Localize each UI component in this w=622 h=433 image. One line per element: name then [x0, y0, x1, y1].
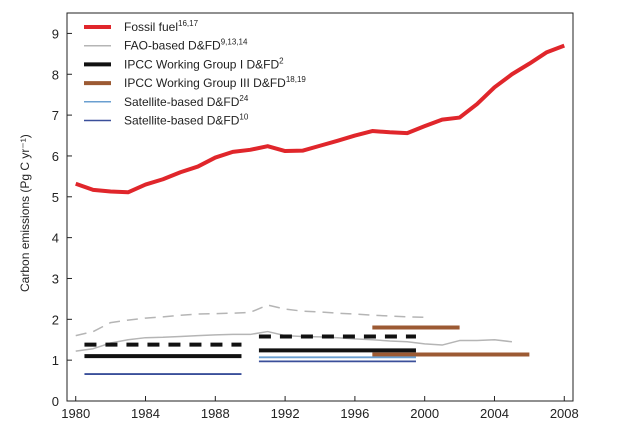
x-tick-label: 2000: [410, 406, 439, 421]
x-tick-label: 1992: [271, 406, 300, 421]
y-tick-label: 6: [52, 149, 59, 164]
axes: [66, 12, 574, 402]
y-tick-label: 0: [52, 394, 59, 409]
y-tick-label: 7: [52, 108, 59, 123]
legend-label: FAO-based D&FD9,13,14: [124, 38, 248, 53]
legend-label: Fossil fuel16,17: [124, 19, 199, 34]
y-tick-label: 2: [52, 312, 59, 327]
x-tick-label: 1988: [201, 406, 230, 421]
legend-label-text: IPCC Working Group I D&FD: [124, 57, 279, 71]
legend-label-text: FAO-based D&FD: [124, 39, 221, 53]
legend-label-ref: 18,19: [286, 75, 307, 84]
y-tick-label: 1: [52, 353, 59, 368]
x-tick-label: 1996: [340, 406, 369, 421]
plot-lines: [75, 43, 565, 375]
y-tick-label: 5: [52, 190, 59, 205]
y-tick-label: 4: [52, 231, 59, 246]
legend-label-text: Fossil fuel: [124, 20, 178, 34]
x-tick-label: 2004: [480, 406, 509, 421]
legend-label: Satellite-based D&FD24: [124, 94, 249, 109]
legend-label: Satellite-based D&FD10: [124, 113, 249, 128]
legend-label-text: Satellite-based D&FD: [124, 95, 240, 109]
x-tick-label: 1980: [61, 406, 90, 421]
legend-label: IPCC Working Group I D&FD2: [124, 56, 284, 71]
x-tick-label: 1984: [131, 406, 160, 421]
ticks: 1980 1984 1988 1992 1996 2000 2004 2008 0 1 2 3 4 5 6 7…: [52, 26, 579, 421]
y-tick-label: 8: [52, 67, 59, 82]
legend-label-ref: 10: [239, 113, 248, 122]
legend-label-text: Satellite-based D&FD: [124, 114, 240, 128]
series-line-2: [75, 304, 425, 337]
legend-label: IPCC Working Group III D&FD18,19: [124, 75, 306, 90]
series-line-1: [75, 330, 513, 352]
y-tick-label: 3: [52, 271, 59, 286]
legend-label-ref: 16,17: [178, 19, 199, 28]
y-axis-title: Carbon emissions (Pg C yr⁻¹): [18, 134, 32, 292]
legend-label-text: IPCC Working Group III D&FD: [124, 76, 286, 90]
y-tick-label: 9: [52, 26, 59, 41]
plot-frame: [66, 12, 574, 402]
x-tick-label: 2008: [550, 406, 579, 421]
legend-label-ref: 2: [279, 56, 284, 65]
series-line-0: [75, 43, 565, 195]
legend-label-ref: 24: [239, 94, 248, 103]
legend: Fossil fuel16,17 FAO-based D&FD9,13,14 IPC…: [84, 19, 306, 128]
legend-label-ref: 9,13,14: [221, 38, 248, 47]
